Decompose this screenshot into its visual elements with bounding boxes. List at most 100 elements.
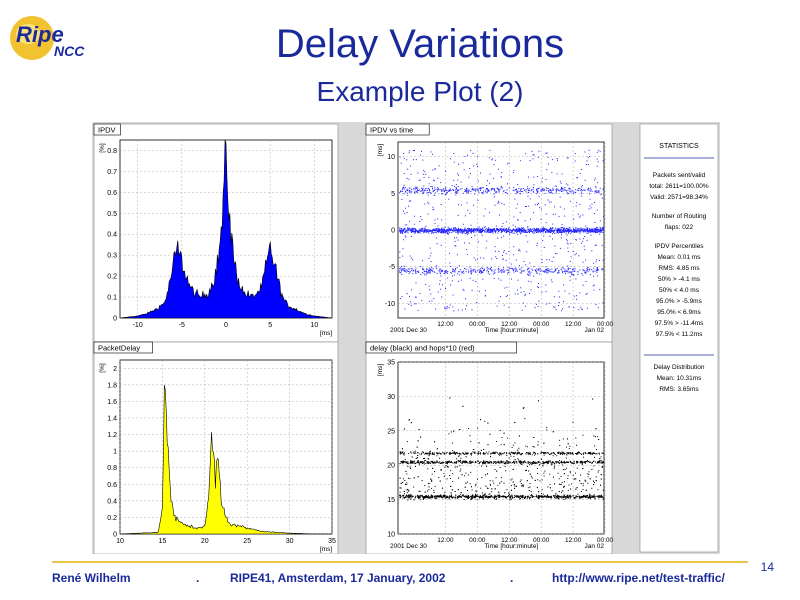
scatter-point	[539, 268, 541, 270]
scatter-point	[554, 206, 555, 208]
scatter-point	[451, 496, 452, 498]
scatter-point	[419, 221, 421, 223]
scatter-point	[497, 267, 499, 269]
scatter-point	[594, 496, 596, 498]
scatter-point	[412, 230, 414, 232]
scatter-point	[518, 447, 520, 449]
scatter-point	[550, 192, 552, 194]
scatter-point	[498, 453, 500, 455]
scatter-point	[559, 247, 561, 249]
scatter-point	[596, 192, 598, 194]
scatter-point	[483, 270, 484, 271]
scatter-point	[572, 191, 574, 193]
scatter-point	[462, 460, 464, 462]
scatter-point	[497, 494, 499, 496]
scatter-point	[558, 290, 560, 292]
scatter-point	[487, 228, 489, 230]
scatter-point	[594, 228, 596, 230]
scatter-point	[471, 189, 473, 191]
scatter-point	[563, 473, 565, 475]
scatter-point	[487, 462, 489, 464]
scatter-point	[405, 229, 407, 231]
scatter-point	[490, 229, 492, 231]
scatter-point	[567, 228, 569, 230]
scatter-point	[521, 453, 523, 455]
scatter-point	[415, 231, 416, 233]
scatter-point	[564, 187, 566, 188]
scatter-point	[424, 274, 426, 276]
date-start-label: 2001 Dec 30	[390, 327, 427, 334]
scatter-point	[409, 228, 411, 230]
scatter-point	[588, 188, 590, 190]
panel-title-box	[365, 341, 517, 354]
scatter-point	[558, 229, 560, 231]
scatter-point	[487, 231, 489, 233]
scatter-point	[601, 461, 603, 463]
scatter-point	[447, 461, 449, 463]
scatter-point	[601, 229, 603, 231]
scatter-point	[491, 228, 493, 230]
scatter-point	[557, 230, 558, 232]
scatter-point	[498, 496, 500, 498]
scatter-point	[442, 190, 444, 192]
scatter-point	[463, 232, 465, 234]
scatter-point	[441, 229, 443, 231]
scatter-point	[598, 191, 600, 193]
scatter-point	[411, 289, 412, 291]
y-tick-label: 1.2	[107, 432, 117, 439]
scatter-point	[436, 243, 438, 245]
scatter-point	[427, 483, 429, 485]
y-tick-label: 0.1	[107, 295, 117, 302]
scatter-point	[530, 281, 532, 283]
scatter-point	[464, 191, 466, 193]
scatter-point	[513, 190, 515, 192]
scatter-point	[446, 229, 448, 231]
scatter-point	[517, 190, 519, 192]
scatter-point	[409, 187, 411, 189]
y-tick-label: 0.6	[107, 482, 117, 489]
scatter-point	[413, 223, 415, 225]
scatter-point	[410, 497, 412, 499]
scatter-point	[537, 202, 539, 204]
scatter-point	[420, 230, 421, 232]
scatter-point	[475, 496, 477, 498]
scatter-point	[499, 228, 501, 230]
date-end-label: Jan 02	[584, 543, 604, 550]
scatter-point	[573, 229, 575, 231]
scatter-point	[537, 453, 539, 455]
scatter-point	[596, 230, 598, 232]
scatter-point	[569, 191, 571, 193]
scatter-point	[474, 193, 476, 195]
scatter-point	[557, 272, 559, 273]
scatter-point	[415, 269, 417, 271]
scatter-point	[452, 189, 454, 191]
scatter-point	[582, 214, 584, 216]
scatter-point	[504, 461, 506, 463]
scatter-point	[448, 231, 450, 233]
scatter-point	[577, 190, 579, 192]
scatter-point	[432, 190, 434, 192]
scatter-point	[595, 191, 597, 192]
scatter-point	[409, 200, 411, 201]
scatter-point	[493, 461, 494, 463]
scatter-point	[482, 193, 484, 195]
scatter-point	[471, 186, 473, 188]
scatter-point	[415, 495, 417, 497]
scatter-point	[525, 230, 526, 232]
scatter-point	[438, 230, 440, 232]
scatter-point	[483, 462, 484, 464]
scatter-point	[417, 270, 419, 272]
scatter-point	[539, 495, 541, 497]
scatter-point	[417, 476, 419, 478]
scatter-point	[546, 462, 548, 464]
scatter-points	[399, 149, 604, 312]
scatter-point	[493, 270, 495, 272]
scatter-point	[579, 292, 581, 294]
scatter-point	[522, 302, 524, 304]
scatter-point	[498, 190, 500, 192]
scatter-point	[568, 192, 570, 194]
scatter-point	[476, 228, 478, 230]
x-tick-label: -5	[179, 322, 185, 329]
scatter-point	[519, 231, 521, 233]
scatter-point	[546, 429, 548, 431]
